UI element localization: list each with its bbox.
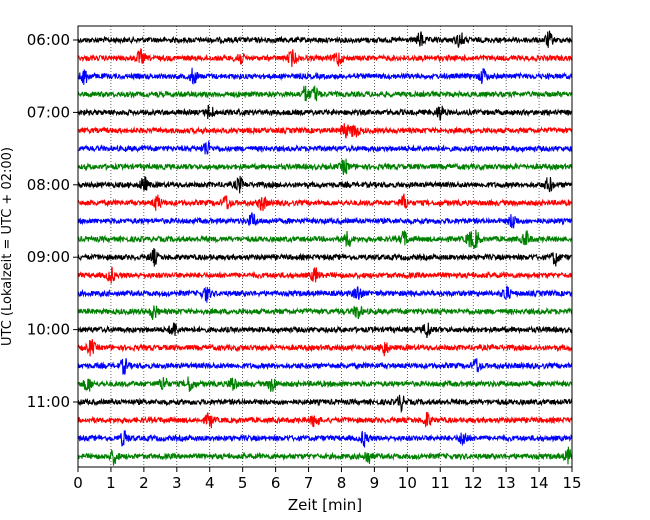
seismic-trace: [77, 394, 573, 414]
x-tick-label: 12: [464, 474, 483, 492]
y-tick-label: 08:00: [27, 176, 70, 194]
y-tick-label: 06:00: [27, 31, 70, 49]
seismic-trace: [77, 229, 573, 250]
seismic-traces: [77, 30, 573, 466]
plot-frame: [77, 25, 573, 468]
seismic-trace: [77, 104, 573, 121]
seismic-trace: [77, 305, 573, 320]
x-axis-ticks: 0 1 2 3 4 5 6 7 8 9 10 11 12 13 14 15: [73, 467, 582, 492]
x-tick-label: 4: [205, 474, 215, 492]
x-axis-label: Zeit [min]: [288, 496, 362, 514]
x-tick-label: 6: [271, 474, 281, 492]
seismic-trace: [77, 175, 573, 194]
seismic-trace: [77, 358, 573, 375]
seismic-trace: [77, 67, 573, 85]
x-tick-label: 14: [530, 474, 549, 492]
seismic-trace: [77, 30, 573, 48]
seismic-trace: [77, 411, 573, 429]
seismic-trace: [77, 212, 573, 229]
y-tick-label: 07:00: [27, 103, 70, 121]
seismic-trace: [77, 123, 573, 139]
x-tick-label: 5: [238, 474, 248, 492]
seismic-trace: [77, 322, 573, 338]
x-tick-label: 3: [172, 474, 182, 492]
seismic-trace: [77, 193, 573, 212]
x-tick-label: 10: [398, 474, 417, 492]
y-tick-label: 10:00: [27, 321, 70, 339]
seismic-trace: [77, 446, 573, 466]
seismic-trace: [77, 158, 573, 176]
x-tick-label: 9: [370, 474, 380, 492]
x-tick-label: 8: [337, 474, 347, 492]
seismic-trace: [77, 376, 573, 392]
x-tick-label: 7: [304, 474, 314, 492]
seismic-trace: [77, 430, 573, 448]
seismic-trace: [77, 140, 573, 155]
y-axis-label: UTC (Lokalzeit = UTC + 02:00): [0, 147, 15, 346]
seismic-trace: [77, 247, 573, 267]
x-tick-label: 0: [73, 474, 83, 492]
x-tick-label: 15: [562, 474, 581, 492]
y-tick-label: 11:00: [27, 393, 70, 411]
seismic-trace: [77, 85, 573, 102]
y-axis-ticks: 06:00 07:00 08:00 09:00 10:00 11:00: [27, 31, 78, 411]
seismic-trace: [77, 47, 573, 68]
seismic-trace: [77, 285, 573, 303]
x-tick-label: 11: [431, 474, 450, 492]
x-tick-label: 2: [139, 474, 149, 492]
seismic-trace: [77, 339, 573, 357]
seismic-trace: [77, 266, 573, 284]
x-tick-label: 1: [106, 474, 116, 492]
x-tick-label: 13: [497, 474, 516, 492]
y-tick-label: 09:00: [27, 248, 70, 266]
